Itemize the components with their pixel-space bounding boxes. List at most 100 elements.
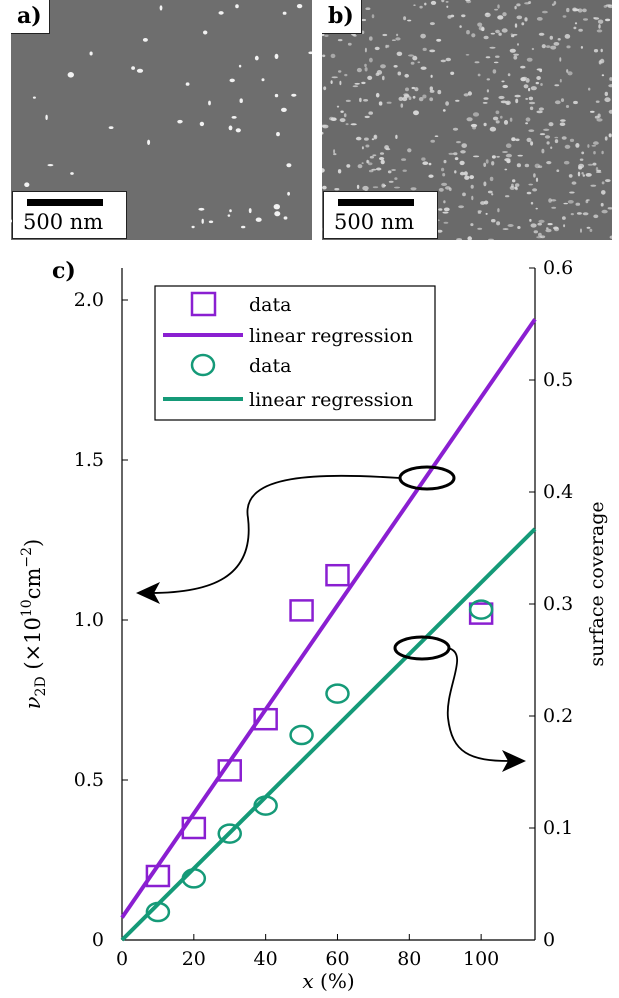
particle: [330, 80, 333, 84]
regression-line: [120, 527, 537, 942]
particle: [45, 114, 48, 120]
particle: [403, 16, 407, 21]
particle: [308, 51, 312, 55]
chart-c: c) 0 20 40 60 80 100 0 0.5 1.0 1.5 2.0 0 0.1 0.2 0.3 0.…: [19, 257, 608, 993]
particle: [235, 128, 241, 133]
particle: [515, 138, 520, 142]
particle: [534, 163, 540, 169]
particle: [483, 181, 487, 187]
particle: [239, 98, 243, 103]
particle: [89, 51, 93, 56]
particle: [472, 112, 480, 117]
particle: [367, 162, 373, 166]
particle: [559, 78, 562, 83]
particle: [365, 144, 370, 148]
particle: [456, 141, 461, 144]
particle: [526, 57, 533, 62]
particle: [566, 69, 569, 73]
particle: [570, 213, 574, 216]
particle: [339, 118, 346, 123]
particle: [580, 228, 582, 233]
particle: [600, 202, 604, 207]
particle: [559, 57, 562, 62]
particle: [368, 169, 374, 173]
particle: [442, 173, 446, 177]
particle: [556, 169, 560, 172]
particle: [463, 93, 469, 97]
particle: [539, 133, 546, 136]
data-point-circle: [145, 901, 171, 923]
particle: [514, 94, 521, 98]
scale-bar-line: [338, 199, 414, 206]
particle: [369, 155, 374, 159]
particle: [396, 51, 403, 56]
particle: [523, 84, 529, 89]
particle: [361, 30, 365, 35]
particle: [537, 222, 542, 226]
particle: [582, 212, 589, 216]
particle: [567, 200, 574, 204]
particle: [400, 103, 404, 108]
particle: [505, 100, 511, 106]
particle: [520, 77, 526, 82]
particle: [374, 46, 380, 51]
particle: [515, 98, 519, 104]
particle: [67, 72, 74, 78]
particle: [505, 195, 510, 198]
particle: [573, 26, 577, 30]
panel-b-label: b): [322, 0, 362, 34]
particle: [565, 105, 570, 108]
particle: [598, 60, 602, 65]
particle: [575, 202, 581, 206]
particle: [393, 65, 398, 68]
particle: [361, 81, 366, 85]
particle: [461, 143, 467, 149]
particle: [70, 172, 74, 175]
particle: [587, 144, 590, 148]
data-point-square: [289, 599, 314, 622]
particle: [492, 116, 499, 121]
particle: [593, 17, 597, 19]
particle: [365, 7, 371, 10]
particle: [489, 126, 497, 132]
data-point-square: [325, 563, 350, 587]
particle: [516, 163, 521, 168]
particle: [608, 84, 612, 88]
particle: [538, 107, 544, 111]
particle: [569, 191, 575, 194]
particle: [559, 122, 566, 126]
particle: [367, 75, 373, 80]
particle: [582, 174, 585, 177]
panel-a-label: a): [11, 0, 50, 34]
x-tick-label: 80: [397, 948, 421, 970]
particle: [322, 124, 329, 129]
particle: [364, 63, 367, 68]
particle: [548, 122, 554, 127]
particle: [571, 181, 577, 185]
particle: [504, 168, 508, 171]
particle: [486, 89, 489, 93]
particle: [447, 15, 452, 19]
particle: [592, 162, 597, 166]
particle: [531, 47, 535, 51]
particle: [604, 136, 608, 141]
particle: [336, 105, 340, 108]
particle: [443, 159, 447, 164]
particle: [379, 157, 385, 161]
particle: [366, 160, 370, 164]
particle: [355, 136, 362, 141]
particle: [228, 125, 233, 131]
particle: [398, 96, 404, 101]
particle: [401, 158, 407, 161]
particle: [361, 146, 364, 150]
particle: [575, 143, 580, 148]
particle: [445, 186, 451, 190]
particle: [296, 4, 303, 9]
particle: [604, 97, 611, 103]
particle: [528, 1, 532, 4]
particle: [535, 81, 539, 85]
particle: [501, 80, 505, 83]
particle: [550, 45, 557, 50]
particle: [587, 163, 594, 166]
particle: [368, 111, 373, 115]
